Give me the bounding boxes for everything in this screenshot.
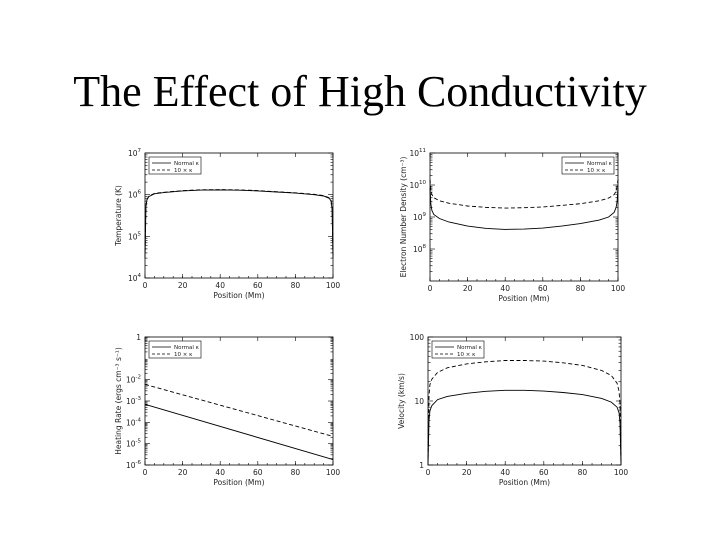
x-tick-label: 0 (426, 468, 431, 477)
x-tick-label: 0 (428, 284, 433, 293)
x-axis-label: Position (Mm) (213, 478, 264, 487)
y-tick-label: 106 (128, 190, 142, 200)
y-tick-label: 100 (410, 333, 425, 342)
y-tick-label: 10-3 (126, 396, 142, 406)
x-axis-label: Position (Mm) (499, 478, 550, 487)
x-tick-label: 20 (178, 468, 188, 477)
y-tick-label: 10-5 (126, 439, 142, 449)
electron-density-chart: 0 20 40 60 80 100 108 109 1010 1011 Position (Mm) E… (399, 148, 626, 303)
series-line (144, 189, 334, 259)
x-tick-label: 60 (538, 284, 548, 293)
x-tick-label: 20 (178, 281, 188, 290)
series-line (144, 383, 334, 437)
x-tick-label: 0 (143, 468, 148, 477)
x-tick-label: 60 (539, 468, 549, 477)
x-tick-label: 80 (291, 281, 301, 290)
x-tick-label: 40 (500, 284, 510, 293)
legend-label: Normal κ (587, 161, 613, 167)
x-tick-label: 80 (576, 284, 586, 293)
x-tick-label: 100 (611, 284, 626, 293)
series-line (427, 389, 622, 466)
temperature-chart: 0 20 40 60 80 100 104 105 106 107 Position (Mm) Tem… (114, 148, 341, 300)
x-tick-label: 60 (253, 468, 263, 477)
y-axis-label: Heating Rate (ergs cm⁻³ s⁻¹) (114, 347, 123, 455)
legend-label: 10 × κ (587, 168, 606, 174)
y-tick-label: 1 (136, 333, 141, 342)
legend-label: Normal κ (457, 345, 483, 351)
legend-label: 10 × κ (174, 352, 193, 358)
y-axis-label: Electron Number Density (cm⁻³) (399, 157, 408, 278)
x-tick-label: 0 (143, 281, 148, 290)
x-tick-label: 100 (614, 468, 629, 477)
y-tick-label: 1010 (409, 180, 426, 190)
y-tick-label: 1011 (409, 148, 426, 158)
x-tick-label: 100 (326, 281, 341, 290)
legend-label: 10 × κ (174, 168, 193, 174)
series-line (144, 189, 334, 259)
legend-label: Normal κ (174, 345, 200, 351)
x-axis-label: Position (Mm) (213, 291, 264, 300)
x-tick-label: 20 (463, 284, 473, 293)
x-tick-label: 40 (215, 468, 225, 477)
series-line (429, 188, 619, 230)
legend-label: 10 × κ (457, 352, 476, 358)
x-tick-label: 60 (253, 281, 263, 290)
y-axis-label: Velocity (km/s) (397, 373, 406, 429)
slide-title: The Effect of High Conductivity (73, 67, 647, 116)
x-tick-label: 40 (215, 281, 225, 290)
y-tick-label: 10-2 (126, 375, 141, 385)
x-tick-label: 100 (326, 468, 341, 477)
heating-rate-chart: 0 20 40 60 80 100 10-6 10-5 10-4 10-3 10-2 1 Positio… (114, 333, 341, 487)
y-tick-label: 10-6 (126, 460, 142, 470)
x-tick-label: 80 (578, 468, 588, 477)
x-tick-label: 40 (500, 468, 510, 477)
y-tick-label: 109 (413, 212, 427, 222)
x-axis-label: Position (Mm) (498, 294, 549, 303)
y-tick-label: 10 (414, 397, 424, 406)
y-tick-label: 1 (419, 461, 424, 470)
y-tick-label: 104 (128, 273, 142, 283)
legend-label: Normal κ (174, 161, 200, 167)
x-tick-label: 20 (462, 468, 472, 477)
y-tick-label: 107 (128, 148, 142, 158)
series-line (427, 360, 622, 466)
y-tick-label: 108 (413, 244, 427, 254)
x-tick-label: 80 (291, 468, 301, 477)
y-axis-label: Temperature (K) (114, 185, 123, 247)
velocity-chart: 0 20 40 60 80 100 1 10 100 Position (Mm) Velocity … (397, 333, 629, 487)
y-tick-label: 105 (128, 231, 142, 241)
y-tick-label: 10-4 (126, 417, 142, 427)
series-line (429, 179, 619, 209)
series-line (144, 403, 334, 461)
